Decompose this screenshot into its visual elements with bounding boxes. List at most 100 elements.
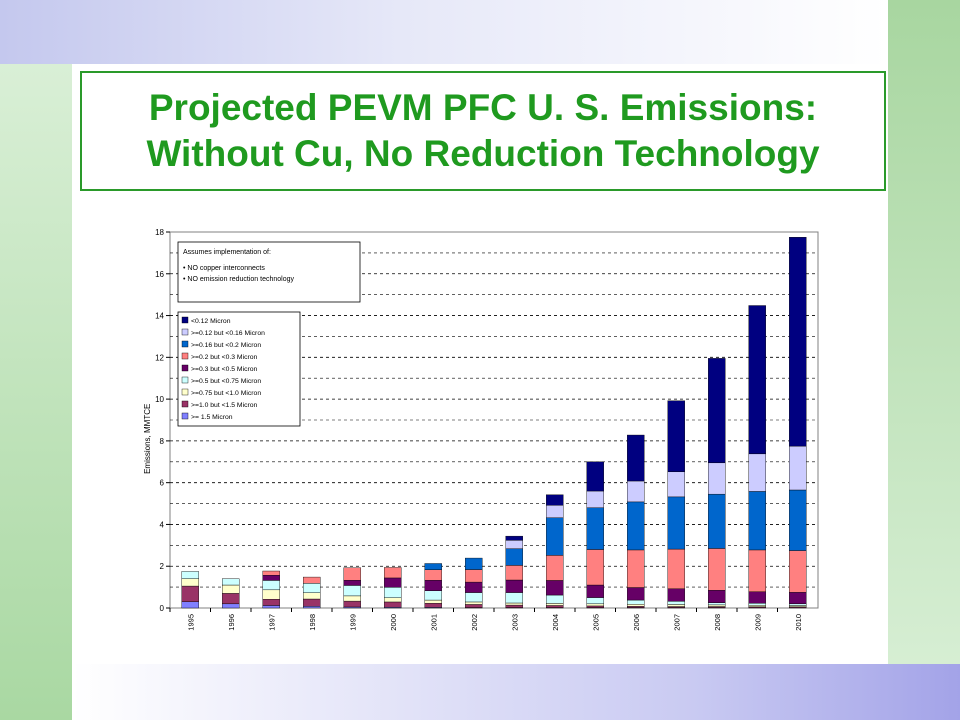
bar-segment: [384, 587, 402, 598]
bar-segment: [667, 604, 685, 607]
bar-segment: [546, 594, 564, 604]
bar-segment: [789, 592, 807, 605]
bar-segment: [384, 597, 402, 603]
bar-segment: [181, 601, 199, 609]
bar-segment: [748, 605, 766, 607]
assumption-item: • NO emission reduction technology: [183, 276, 295, 283]
bar-segment: [303, 592, 321, 600]
legend-swatch: [181, 316, 189, 324]
bar-segment: [424, 602, 442, 608]
bar-segment: [222, 584, 240, 594]
bar-segment: [343, 567, 361, 581]
bar-segment: [262, 589, 280, 600]
bar-segment: [424, 599, 442, 604]
bar-segment: [505, 565, 523, 581]
bar-segment: [546, 505, 564, 518]
bar-segment: [384, 601, 402, 608]
bar-segment: [586, 603, 604, 607]
legend-entry: >=0.3 but <0.5 Micron: [191, 366, 258, 373]
bar-segment: [546, 494, 564, 506]
x-tick-label: 2000: [389, 614, 398, 631]
bar-segment: [384, 567, 402, 579]
bar-segment: [505, 602, 523, 606]
bar-segment: [303, 606, 321, 609]
y-tick-label: 18: [155, 228, 164, 237]
legend-swatch: [181, 352, 189, 360]
y-tick-label: 14: [155, 312, 164, 321]
bar-segment: [586, 605, 604, 608]
bar-segment: [627, 501, 645, 551]
y-tick-label: 6: [160, 479, 165, 488]
x-tick-label: 1995: [186, 614, 195, 631]
legend-swatch: [181, 328, 189, 336]
bar-segment: [222, 578, 240, 586]
bar-segment: [789, 237, 807, 447]
bar-segment: [384, 577, 402, 588]
background-bottom-band: [72, 664, 960, 720]
legend-entry: >= 1.5 Micron: [191, 414, 233, 421]
assumptions-box: [177, 241, 361, 303]
bar-segment: [667, 496, 685, 550]
bar-segment: [424, 580, 442, 591]
x-tick-label: 2010: [794, 614, 803, 631]
legend-swatch: [181, 376, 189, 384]
bar-segment: [627, 549, 645, 588]
y-tick-label: 10: [155, 395, 164, 404]
bar-segment: [627, 604, 645, 607]
bar-segment: [586, 597, 604, 605]
y-tick-label: 4: [160, 520, 165, 529]
bar-segment: [586, 584, 604, 598]
bar-segment: [505, 604, 523, 608]
bar-segment: [465, 569, 483, 583]
bar-segment: [262, 570, 280, 576]
bar-segment: [181, 578, 199, 587]
x-tick-label: 2004: [551, 614, 560, 631]
bar-segment: [748, 453, 766, 492]
legend-entry: >=1.0 but <1.5 Micron: [191, 402, 258, 409]
bar-segment: [708, 548, 726, 591]
bar-segment: [546, 555, 564, 581]
bar-segment: [262, 599, 280, 606]
x-tick-label: 2003: [510, 614, 519, 631]
bar-segment: [789, 550, 807, 593]
x-tick-label: 2008: [713, 614, 722, 631]
legend-swatch: [181, 364, 189, 372]
bar-segment: [667, 400, 685, 473]
legend-swatch: [181, 340, 189, 348]
bar-segment: [708, 602, 726, 606]
bar-segment: [181, 585, 199, 602]
bar-segment: [505, 540, 523, 549]
background-right-band: [888, 0, 960, 664]
bar-segment: [627, 599, 645, 605]
bar-segment: [465, 581, 483, 593]
bar-segment: [627, 434, 645, 482]
bar-segment: [708, 493, 726, 549]
bar-segment: [262, 575, 280, 581]
bar-segment: [343, 585, 361, 597]
bar-segment: [424, 590, 442, 601]
bar-segment: [303, 576, 321, 584]
bar-segment: [708, 604, 726, 607]
bar-segment: [465, 592, 483, 603]
x-tick-label: 2002: [470, 614, 479, 631]
y-tick-label: 12: [155, 353, 164, 362]
y-tick-label: 0: [160, 604, 165, 613]
slide-title-box: Projected PEVM PFC U. S. Emissions: With…: [80, 71, 886, 191]
bar-segment: [465, 601, 483, 605]
x-tick-label: 1999: [348, 614, 357, 631]
bar-segment: [222, 603, 240, 609]
y-axis-label: Emissions, MMTCE: [143, 404, 152, 474]
bar-segment: [667, 471, 685, 498]
bar-segment: [667, 601, 685, 605]
bar-segment: [789, 445, 807, 491]
x-tick-label: 2007: [672, 614, 681, 631]
x-tick-label: 2005: [591, 614, 600, 631]
bar-segment: [708, 358, 726, 464]
bar-segment: [627, 587, 645, 601]
bar-segment: [343, 595, 361, 602]
assumptions-heading: Assumes implementation of:: [183, 249, 271, 256]
bar-segment: [748, 602, 766, 606]
x-tick-label: 2006: [632, 614, 641, 631]
legend-entry: >=0.12 but <0.16 Micron: [191, 330, 265, 337]
x-tick-label: 2009: [753, 614, 762, 631]
